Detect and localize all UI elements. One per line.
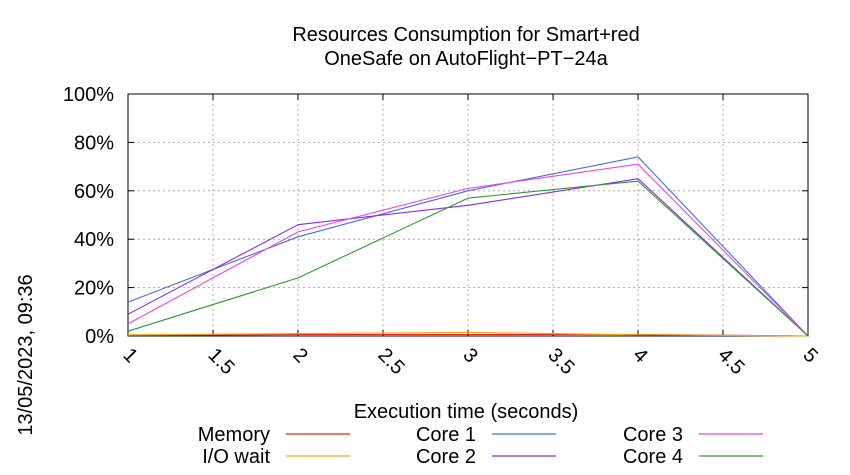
y-tick-label: 80% — [74, 132, 114, 154]
x-tick-label: 3.5 — [543, 344, 578, 379]
y-tick-label: 0% — [85, 326, 114, 348]
chart-title-line-1: Resources Consumption for Smart+red — [292, 24, 639, 46]
legend-label-core-2: Core 2 — [416, 446, 476, 468]
x-tick-label: 4 — [628, 344, 651, 367]
x-axis-label: Execution time (seconds) — [354, 401, 579, 423]
y-tick-label: 40% — [74, 229, 114, 251]
legend-label-core-4: Core 4 — [623, 446, 683, 468]
x-tick-label: 3 — [458, 344, 481, 367]
series-line-core-1 — [127, 156, 809, 337]
timestamp-label: 13/05/2023, 09:36 — [15, 274, 37, 435]
x-tick-label: 2 — [288, 344, 311, 367]
x-tick-label: 2.5 — [373, 344, 408, 379]
y-tick-label: 60% — [74, 181, 114, 203]
series-line-core-3 — [127, 163, 809, 337]
series-line-i-o-wait — [127, 331, 809, 337]
series-line-core-4 — [127, 180, 809, 337]
legend-label-i-o-wait: I/O wait — [202, 446, 270, 468]
chart-title-line-2: OneSafe on AutoFlight−PT−24a — [324, 48, 608, 70]
legend-label-core-3: Core 3 — [623, 424, 683, 446]
series-line-core-2 — [127, 178, 809, 337]
legend-label-core-1: Core 1 — [416, 424, 476, 446]
x-tick-label: 1.5 — [203, 344, 238, 379]
x-tick-label: 5 — [798, 344, 821, 367]
y-tick-label: 20% — [74, 278, 114, 300]
x-tick-label: 1 — [118, 344, 141, 367]
series-lines — [127, 156, 809, 337]
legend-label-memory: Memory — [198, 424, 270, 446]
x-tick-label: 4.5 — [713, 344, 748, 379]
y-tick-label: 100% — [63, 84, 114, 106]
